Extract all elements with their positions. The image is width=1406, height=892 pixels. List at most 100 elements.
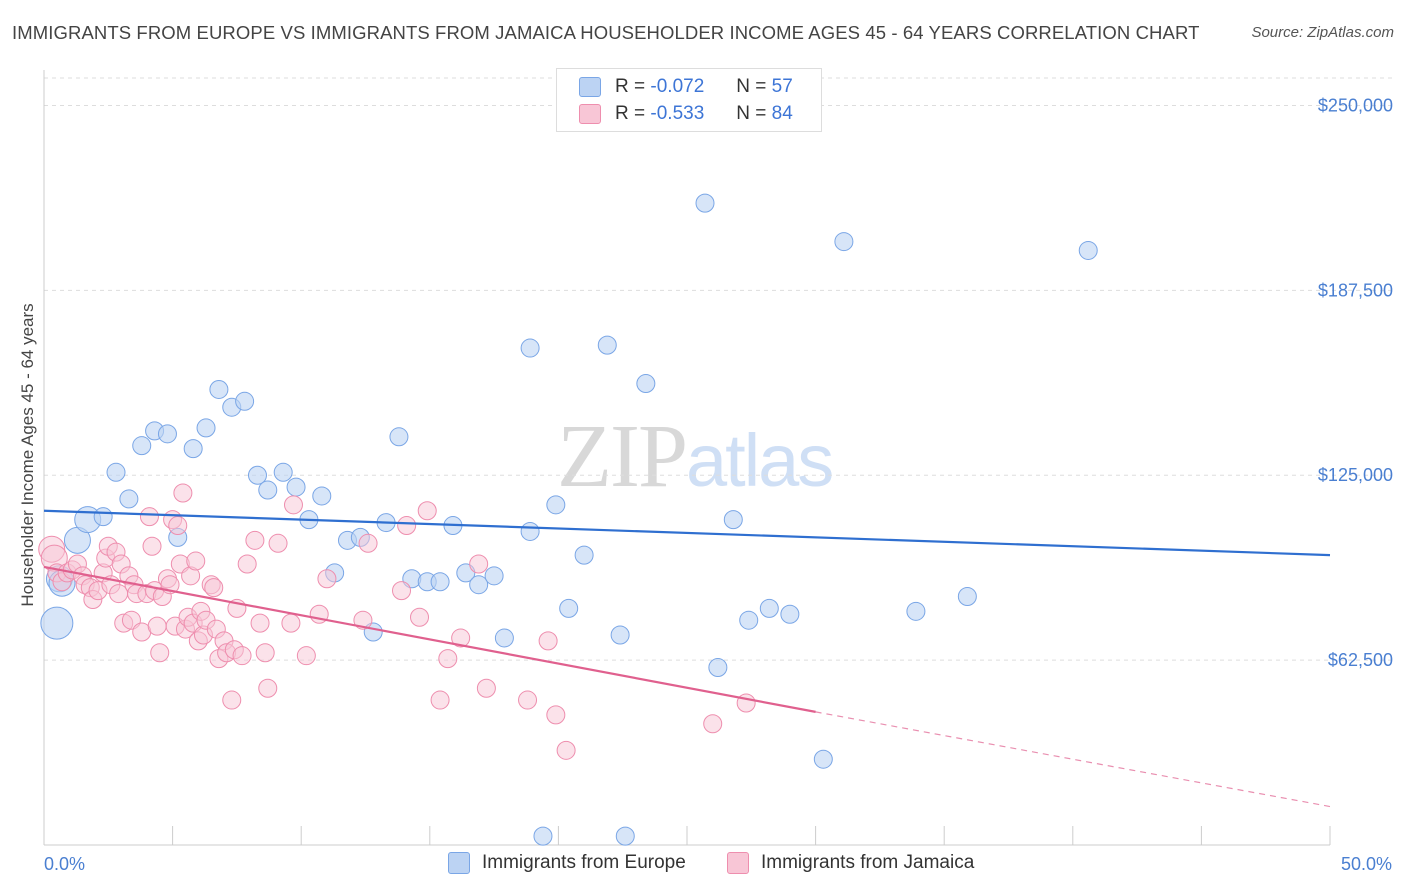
europe-trend-line <box>43 509 1331 557</box>
x-tick-label-max: 50.0% <box>1341 854 1392 874</box>
europe-point <box>597 335 617 355</box>
jamaica-point <box>250 613 270 633</box>
europe-point <box>93 507 113 527</box>
legend-row-jamaica: R = -0.533 N = 84 <box>579 102 793 126</box>
europe-point <box>759 598 779 618</box>
jamaica-point <box>139 507 159 527</box>
europe-point <box>132 436 152 456</box>
x-tick-label-min: 0.0% <box>44 854 85 874</box>
europe-point <box>247 465 267 485</box>
jamaica-point <box>392 581 412 601</box>
jamaica-trend-extension <box>815 711 1331 808</box>
jamaica-point <box>538 631 558 651</box>
jamaica-point <box>556 740 576 760</box>
europe-point <box>813 749 833 769</box>
bottom-legend-swatch-europe <box>448 852 470 874</box>
jamaica-point <box>268 533 288 553</box>
europe-point <box>906 601 926 621</box>
europe-point <box>834 232 854 252</box>
watermark: ZIPatlas <box>557 405 834 508</box>
series-jamaica <box>38 483 756 760</box>
y-tick-label: $250,000 <box>1318 95 1393 115</box>
europe-point <box>312 486 332 506</box>
jamaica-point <box>353 610 373 630</box>
europe-point <box>106 462 126 482</box>
jamaica-point <box>703 714 723 734</box>
jamaica-point <box>147 616 167 636</box>
jamaica-point <box>237 554 257 574</box>
bottom-legend-jamaica: Immigrants from Jamaica <box>727 852 974 874</box>
europe-point <box>430 572 450 592</box>
europe-point <box>546 495 566 515</box>
europe-point <box>389 427 409 447</box>
bottom-legend-europe: Immigrants from Europe <box>448 852 686 874</box>
y-tick-labels: $62,500 $125,000 $187,500 $250,000 <box>1318 95 1393 670</box>
europe-point <box>157 424 177 444</box>
legend-n-label-europe: N = <box>736 76 767 97</box>
bottom-legend-swatch-jamaica <box>727 852 749 874</box>
jamaica-point <box>232 646 252 666</box>
jamaica-point <box>281 613 301 633</box>
legend-r-value-europe: -0.072 <box>650 76 705 97</box>
jamaica-trend-line <box>43 565 816 713</box>
legend-n-label-jamaica: N = <box>736 103 767 124</box>
jamaica-point <box>150 643 170 663</box>
jamaica-point <box>410 607 430 627</box>
europe-point <box>636 374 656 394</box>
jamaica-point <box>317 569 337 589</box>
europe-point <box>574 545 594 565</box>
y-tick-label: $125,000 <box>1318 465 1393 485</box>
europe-point <box>209 379 229 399</box>
jamaica-point <box>417 501 437 521</box>
jamaica-point <box>469 554 489 574</box>
jamaica-point <box>358 533 378 553</box>
jamaica-point <box>173 483 193 503</box>
europe-point <box>723 510 743 530</box>
jamaica-point <box>283 495 303 515</box>
legend-r-value-jamaica: -0.533 <box>650 103 705 124</box>
legend-swatch-jamaica <box>579 104 601 124</box>
legend: R = -0.072 N = 57 R = -0.533 N = 84 <box>556 68 822 132</box>
jamaica-point <box>296 646 316 666</box>
europe-point <box>119 489 139 509</box>
europe-point <box>1078 240 1098 260</box>
jamaica-point <box>245 530 265 550</box>
bottom-legend-label-europe: Immigrants from Europe <box>482 852 686 873</box>
legend-n-value-jamaica: 84 <box>771 103 793 124</box>
jamaica-point <box>222 690 242 710</box>
europe-point <box>469 575 489 595</box>
watermark-atlas: atlas <box>686 419 834 502</box>
europe-point <box>520 338 540 358</box>
europe-point <box>258 480 278 500</box>
europe-point <box>559 598 579 618</box>
europe-point <box>183 439 203 459</box>
europe-point <box>520 521 540 541</box>
europe-point <box>610 625 630 645</box>
europe-point <box>957 587 977 607</box>
jamaica-point <box>476 678 496 698</box>
jamaica-point <box>168 516 188 536</box>
y-axis-label: Householder Income Ages 45 - 64 years <box>18 303 37 606</box>
europe-point <box>286 477 306 497</box>
europe-point <box>780 604 800 624</box>
x-ticks <box>172 826 1331 845</box>
legend-row-europe: R = -0.072 N = 57 <box>579 75 793 99</box>
bottom-legend-label-jamaica: Immigrants from Jamaica <box>761 852 975 873</box>
legend-r-label-europe: R = <box>615 76 646 97</box>
europe-point <box>533 826 553 846</box>
y-tick-label: $62,500 <box>1328 650 1393 670</box>
jamaica-point <box>258 678 278 698</box>
legend-r-label-jamaica: R = <box>615 103 646 124</box>
europe-point <box>494 628 514 648</box>
europe-point <box>235 391 255 411</box>
jamaica-point <box>518 690 538 710</box>
europe-point <box>708 658 728 678</box>
jamaica-point <box>451 628 471 648</box>
europe-point <box>695 193 715 213</box>
europe-point <box>196 418 216 438</box>
europe-point <box>615 826 635 846</box>
jamaica-point <box>546 705 566 725</box>
watermark-zip: ZIP <box>557 407 688 506</box>
trend-lines <box>43 509 1331 808</box>
europe-point <box>273 462 293 482</box>
